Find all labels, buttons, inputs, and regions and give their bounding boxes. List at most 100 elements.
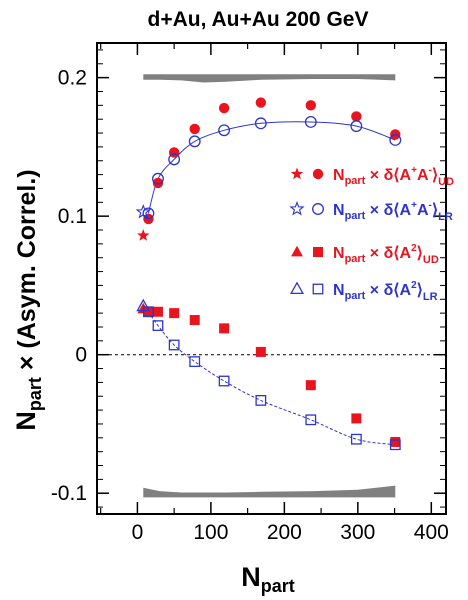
data-point-series-2-8 <box>351 413 362 424</box>
data-point-series-3-6 <box>255 395 267 406</box>
y-axis-label-sub: part <box>25 377 45 411</box>
data-point-series-2-5 <box>219 323 230 334</box>
data-point-series-1-8 <box>350 120 363 133</box>
legend-main: N <box>333 167 345 184</box>
legend-sub: part <box>345 253 366 265</box>
legend-entry-1: Npart × δ⟨A+A-⟩LR <box>289 200 453 223</box>
data-point-series-3-2 <box>152 320 164 332</box>
systematic-band-upper <box>143 74 396 83</box>
data-point-series-2-6 <box>255 346 266 357</box>
legend-sub2: UD <box>423 254 439 266</box>
data-point-series-3-8 <box>350 433 362 445</box>
legend-open: ⟨ <box>393 167 399 184</box>
data-point-series-2-7 <box>305 380 316 391</box>
legend-term2: A <box>417 202 429 219</box>
legend-marker-square-filled <box>313 247 323 257</box>
data-point-series-3-5 <box>218 375 230 387</box>
legend-label-0: Npart × δ⟨A+A-⟩UD <box>333 165 454 188</box>
data-point-series-1-6 <box>254 117 267 130</box>
legend-entry-0: Npart × δ⟨A+A-⟩UD <box>290 165 454 188</box>
data-point-series-3-1 <box>143 306 154 318</box>
legend-sub2: LR <box>423 291 438 303</box>
legend-sup2: - <box>429 200 432 211</box>
legend-label-1: Npart × δ⟨A+A-⟩LR <box>333 200 453 223</box>
data-point-series-0-2 <box>152 177 164 189</box>
x-tick-label: 300 <box>340 521 375 544</box>
data-point-series-1-7 <box>304 116 317 128</box>
data-point-series-0-0 <box>137 229 150 241</box>
legend-times: × δ <box>365 282 393 299</box>
legend-sup1: 2 <box>411 243 417 254</box>
y-tick-label: -0.1 <box>51 482 87 505</box>
legend-close: ⟩ <box>432 202 438 219</box>
legend-times: × δ <box>365 202 393 219</box>
legend-term: A <box>400 282 412 299</box>
x-axis-label-sub: part <box>261 576 295 596</box>
data-point-series-2-2 <box>152 306 163 317</box>
legend-marker-circle-open <box>312 203 324 215</box>
legend-marker-square-open <box>312 283 324 295</box>
fit-lines <box>147 121 396 446</box>
y-axis-label-main: N <box>11 411 41 431</box>
legend-sup2: - <box>429 165 432 176</box>
x-tick-label: 200 <box>267 521 302 544</box>
legend-marker-star-filled <box>290 167 304 180</box>
legend-open: ⟨ <box>393 245 399 262</box>
fit-line-series-1 <box>147 121 396 214</box>
legend-marker-circle-filled <box>312 168 324 180</box>
legend-entry-2: Npart × δ⟨A2⟩UD <box>291 243 439 266</box>
data-point-series-3-7 <box>305 414 317 426</box>
data-point-series-1-1 <box>142 207 155 220</box>
legend-close: ⟩ <box>417 282 423 299</box>
legend-main: N <box>333 245 345 262</box>
legend-term: A <box>400 245 412 262</box>
data-point-series-0-7 <box>305 100 317 111</box>
data-point-series-1-5 <box>218 124 231 137</box>
data-point-series-3-4 <box>189 356 201 368</box>
legend-times: × δ <box>365 167 393 184</box>
legend-sub: part <box>345 175 366 187</box>
chart-title: d+Au, Au+Au 200 GeV <box>148 8 369 31</box>
data-point-series-1-4 <box>188 135 201 148</box>
legend-label-3: Npart × δ⟨A2⟩LR <box>333 280 438 303</box>
data-point-series-2-3 <box>169 308 180 319</box>
plot-frame <box>96 42 447 515</box>
legend-sup1: + <box>411 165 417 176</box>
legend-close: ⟩ <box>432 167 438 184</box>
data-point-series-0-5 <box>218 102 230 114</box>
legend-term: A <box>400 167 412 184</box>
legend-open: ⟨ <box>393 202 399 219</box>
data-point-series-1-9 <box>389 134 402 146</box>
legend-sub: part <box>345 290 366 302</box>
data-point-series-0-4 <box>189 123 200 135</box>
legend-open: ⟨ <box>393 282 399 299</box>
x-tick-label: 0 <box>132 521 144 544</box>
data-point-series-1-2 <box>152 172 164 185</box>
data-point-series-3-9 <box>389 439 401 451</box>
data-point-series-2-4 <box>189 315 200 326</box>
legend-times: × δ <box>365 245 393 262</box>
legend-sup1: + <box>411 200 417 211</box>
data-point-series-2-1 <box>143 306 154 317</box>
y-tick-label: 0.2 <box>58 67 87 90</box>
legend-main: N <box>333 202 345 219</box>
data-point-series-0-8 <box>351 111 362 122</box>
data-point-series-1-3 <box>168 153 181 166</box>
legend-main: N <box>333 282 345 299</box>
systematic-band-lower <box>143 485 396 498</box>
legend-entry-3: Npart × δ⟨A2⟩LR <box>290 280 438 303</box>
data-point-series-3-3 <box>168 339 180 351</box>
x-tick-label: 400 <box>414 521 449 544</box>
x-axis-label-main: N <box>241 562 261 592</box>
legend-term: A <box>400 202 412 219</box>
legend-sup1: 2 <box>411 280 417 291</box>
legend-sub2: LR <box>438 211 453 223</box>
legend-sub: part <box>345 210 366 222</box>
legend-marker-star-open <box>289 200 305 216</box>
systematic-bands <box>143 74 396 498</box>
x-tick-label: 100 <box>193 521 228 544</box>
y-tick-label: 0.1 <box>58 205 87 228</box>
axis-ticks: 0 100 200 300 400 -0.1 0 0.1 0.2 <box>51 43 449 544</box>
